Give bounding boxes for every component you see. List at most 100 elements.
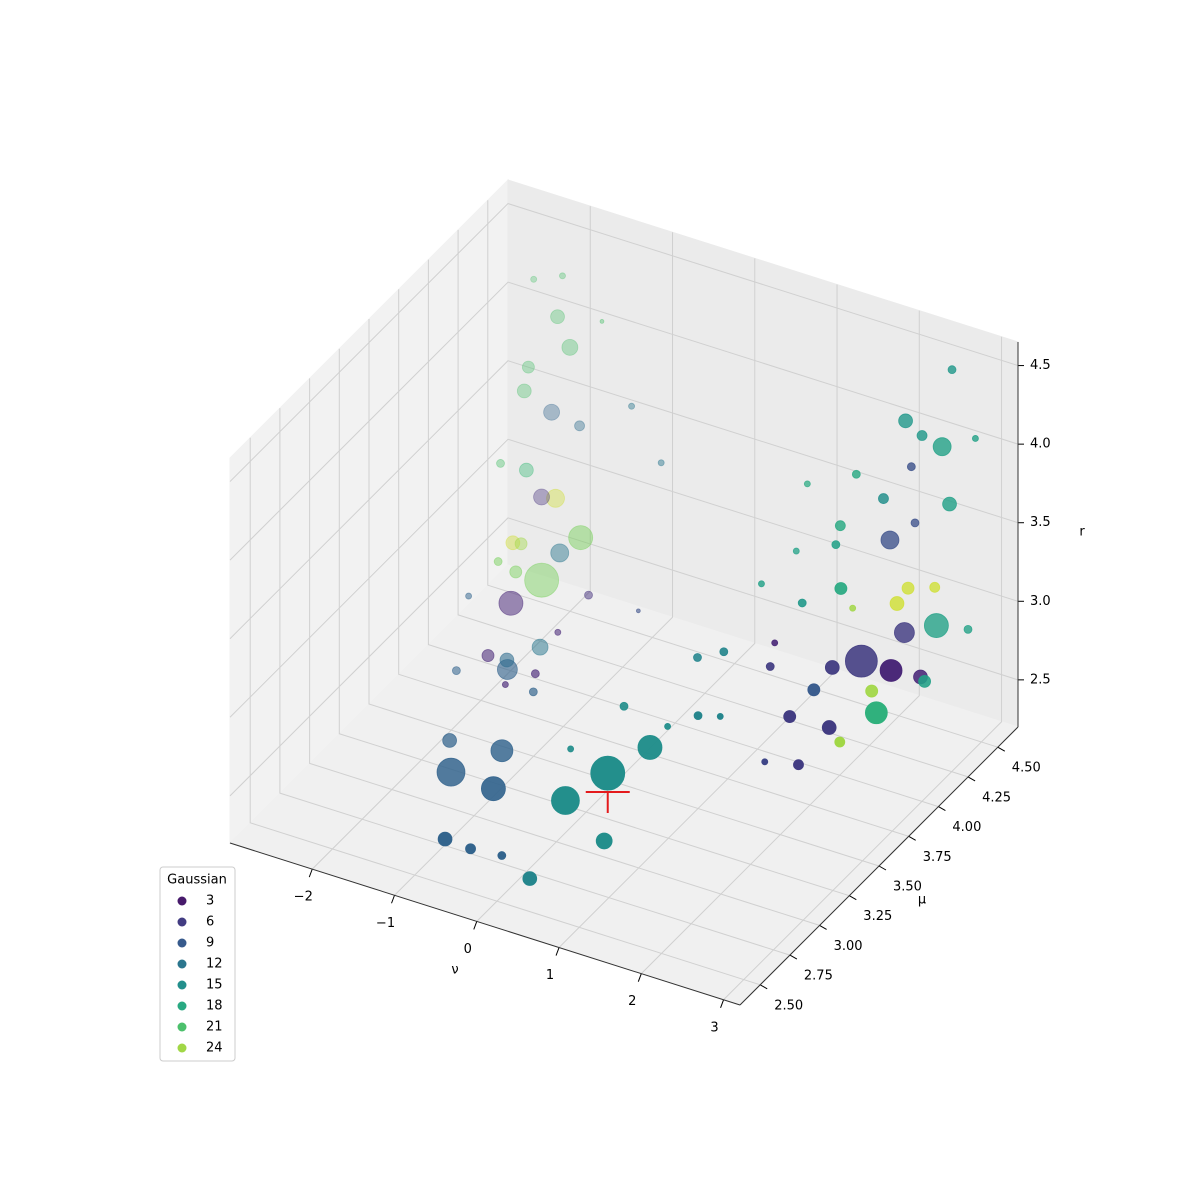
- z-tick-label: 2.5: [1030, 672, 1051, 687]
- y-tick-mark: [819, 924, 827, 930]
- point: [942, 496, 957, 512]
- y-grid-line: [368, 319, 880, 867]
- point: [551, 786, 580, 815]
- axis-line: [739, 726, 1019, 1006]
- z-axis-label: r: [1079, 525, 1085, 540]
- point: [693, 653, 702, 662]
- legend-marker: [177, 917, 187, 927]
- point: [719, 647, 729, 657]
- point: [442, 733, 457, 748]
- point: [929, 581, 941, 593]
- y-tick-label: 3.50: [893, 880, 922, 895]
- legend-label: 24: [206, 1041, 223, 1056]
- legend: Gaussian 3 6 9 12 15 18 21 24: [159, 866, 236, 1062]
- y-tick-label: 2.50: [774, 998, 803, 1013]
- point: [635, 608, 641, 614]
- y-tick-mark: [759, 984, 768, 990]
- x-tick-label: 1: [546, 968, 554, 983]
- point: [918, 674, 932, 688]
- point: [519, 462, 534, 478]
- point: [894, 622, 915, 643]
- legend-label: 9: [206, 936, 214, 951]
- point: [910, 518, 920, 528]
- point: [947, 365, 957, 375]
- y-tick-mark: [938, 806, 946, 812]
- legend-marker: [177, 959, 187, 969]
- point: [865, 684, 879, 698]
- z-grid-line: [229, 438, 1019, 718]
- legend-marker: [177, 1001, 187, 1011]
- z-grid-line: [229, 517, 1019, 797]
- legend-marker: [177, 980, 187, 990]
- y-tick-mark: [849, 895, 857, 901]
- point: [619, 701, 629, 711]
- point: [864, 701, 888, 725]
- point: [831, 540, 841, 550]
- x-tick-mark: [308, 868, 313, 878]
- point: [490, 739, 514, 763]
- y-tick-label: 4.50: [1012, 761, 1041, 776]
- y-axis-label: μ: [918, 893, 926, 908]
- y-grid-line: [487, 200, 998, 748]
- point: [834, 520, 846, 532]
- y-tick-label: 3.00: [834, 939, 863, 954]
- point: [628, 402, 635, 410]
- z-tick-label: 4.5: [1030, 358, 1051, 373]
- legend-label: 21: [206, 1020, 223, 1035]
- legend-frame: [159, 866, 236, 1062]
- point: [599, 319, 605, 324]
- point: [497, 851, 507, 860]
- point: [521, 360, 535, 374]
- point: [496, 459, 505, 468]
- x-tick-label: 0: [464, 942, 472, 957]
- point: [761, 758, 769, 766]
- legend-marker: [177, 896, 187, 906]
- point: [906, 462, 916, 472]
- y-grid-line: [309, 378, 820, 926]
- y-tick-mark: [789, 954, 798, 960]
- point: [878, 493, 889, 504]
- legend-title: Gaussian: [167, 873, 227, 888]
- point: [437, 831, 453, 847]
- point: [797, 598, 807, 608]
- point: [901, 581, 915, 595]
- point: [546, 488, 565, 508]
- point: [844, 644, 878, 678]
- point: [505, 535, 521, 551]
- point: [637, 735, 663, 760]
- y-tick-mark: [967, 776, 976, 782]
- legend-marker: [177, 1043, 187, 1053]
- point: [559, 272, 566, 280]
- point: [493, 557, 503, 566]
- point: [550, 543, 570, 563]
- point: [765, 662, 775, 671]
- axes: −2 −1 0 1 2 3 2.502.753.003.253.503.754.004.25…: [229, 342, 1051, 1035]
- point: [568, 525, 594, 551]
- y-grid-line: [338, 348, 850, 897]
- point: [584, 590, 593, 600]
- x-tick-mark: [473, 921, 478, 930]
- y-tick-mark: [997, 746, 1006, 752]
- point: [514, 537, 528, 551]
- x-tick-mark: [637, 973, 642, 982]
- x-tick-mark: [391, 895, 395, 904]
- z-grid-line: [229, 281, 1019, 561]
- point: [758, 580, 765, 588]
- legend-label: 15: [206, 978, 223, 993]
- legend-label: 18: [206, 999, 223, 1014]
- point: [783, 710, 797, 723]
- point: [771, 639, 779, 647]
- point: [693, 711, 703, 721]
- point: [509, 565, 523, 579]
- point: [834, 736, 846, 748]
- y-tick-label: 3.75: [923, 850, 952, 865]
- legend-marker: [177, 1022, 187, 1032]
- point: [524, 562, 560, 598]
- point: [889, 596, 905, 611]
- x-grid-line: [394, 232, 674, 896]
- point: [530, 669, 540, 679]
- point: [595, 832, 613, 850]
- y-grid-line: [457, 229, 969, 778]
